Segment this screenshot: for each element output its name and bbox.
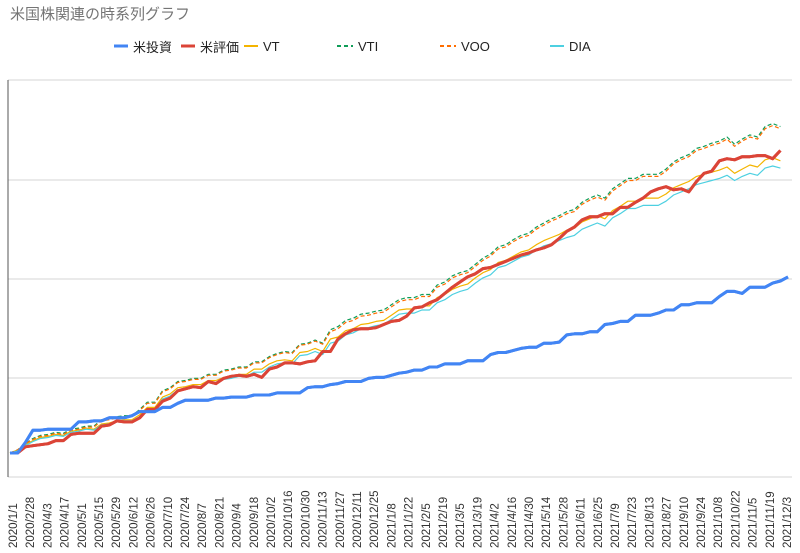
x-tick-label: 2021/5/28 xyxy=(558,497,570,548)
series-line-4 xyxy=(9,124,781,454)
x-tick-label: 2021/7/23 xyxy=(627,497,639,548)
series-line-0 xyxy=(10,275,789,455)
x-tick-label: 2020/9/18 xyxy=(249,497,261,548)
x-tick-label: 2021/9/24 xyxy=(696,496,708,548)
legend-swatch-voo xyxy=(440,45,456,47)
x-tick-label: 2021/8/13 xyxy=(644,497,656,548)
series-line-3 xyxy=(9,122,781,454)
x-tick-label: 2020/1/1 xyxy=(8,503,20,548)
chart-title: 米国株関連の時系列グラフ xyxy=(10,6,191,23)
x-tick-label: 2021/4/16 xyxy=(507,497,519,548)
x-tick-label: 2021/2/5 xyxy=(421,503,433,548)
x-tick-label: 2021/4/2 xyxy=(490,503,502,548)
x-tick-label: 2020/12/11 xyxy=(352,491,364,548)
legend-label-valuation: 米評価 xyxy=(200,39,240,55)
x-tick-label: 2021/10/22 xyxy=(730,490,742,548)
legend-item-dia[interactable]: DIA xyxy=(550,37,591,55)
x-tick-label: 2020/10/30 xyxy=(300,490,312,548)
legend-swatch-vt xyxy=(244,45,258,47)
legend-swatch-vti xyxy=(337,45,353,47)
legend-item-valuation[interactable]: 米評価 xyxy=(181,37,239,55)
x-tick-label: 2020/6/12 xyxy=(128,497,140,548)
legend-label-dia: DIA xyxy=(569,38,591,54)
legend-item-voo[interactable]: VOO xyxy=(440,37,490,55)
x-tick-label: 2020/10/2 xyxy=(266,497,278,548)
x-tick-label: 2021/3/5 xyxy=(455,503,467,548)
chart-legend: 米投資 米評価 VT VTI VOO DIA xyxy=(0,0,800,60)
series-line-top-0 xyxy=(10,275,789,455)
x-tick-label: 2020/6/26 xyxy=(146,497,158,548)
legend-label-voo: VOO xyxy=(461,38,490,54)
x-tick-label: 2020/5/29 xyxy=(111,497,123,548)
x-tick-label: 2020/11/13 xyxy=(318,491,330,548)
series-line-2 xyxy=(9,157,781,454)
x-tick-label: 2020/8/21 xyxy=(214,497,226,548)
x-tick-label: 2021/11/5 xyxy=(748,498,760,548)
x-tick-label: 2020/9/4 xyxy=(232,503,244,548)
x-tick-label: 2021/4/30 xyxy=(524,497,536,548)
x-tick-label: 2021/3/19 xyxy=(472,497,484,548)
legend-label-invest: 米投資 xyxy=(133,39,173,55)
x-tick-label: 2020/7/24 xyxy=(180,496,192,548)
x-tick-label: 2020/10/16 xyxy=(283,490,295,548)
x-tick-label: 2021/1/8 xyxy=(386,503,398,548)
x-tick-label: 2021/9/10 xyxy=(679,497,691,548)
x-tick-label: 2020/4/17 xyxy=(60,497,72,548)
legend-item-vt[interactable]: VT xyxy=(244,37,280,55)
x-tick-label: 2021/6/11 xyxy=(576,498,588,548)
legend-item-invest[interactable]: 米投資 xyxy=(114,37,172,55)
legend-label-vt: VT xyxy=(263,38,280,54)
legend-label-vti: VTI xyxy=(358,38,379,54)
x-tick-label: 2021/12/3 xyxy=(782,497,794,548)
x-tick-label: 2021/2/19 xyxy=(438,497,450,548)
legend-item-vti[interactable]: VTI xyxy=(337,37,378,55)
x-tick-label: 2021/10/8 xyxy=(713,497,725,548)
x-tick-label: 2020/5/1 xyxy=(77,503,89,548)
x-tick-label: 2021/1/22 xyxy=(404,497,416,548)
x-tick-label: 2021/8/27 xyxy=(662,497,674,548)
x-tick-label: 2020/12/25 xyxy=(369,490,381,548)
legend-swatch-dia xyxy=(550,45,564,47)
x-tick-label: 2020/4/3 xyxy=(42,503,54,548)
x-tick-label: 2020/8/7 xyxy=(197,503,209,548)
x-tick-label: 2021/6/25 xyxy=(593,497,605,548)
x-tick-label: 2021/7/9 xyxy=(610,503,622,548)
x-tick-label: 2021/11/19 xyxy=(765,491,777,548)
legend-swatch-invest xyxy=(114,44,128,48)
x-tick-label: 2020/2/28 xyxy=(25,497,37,548)
series-line-top-1 xyxy=(10,149,782,455)
legend-swatch-valuation xyxy=(181,44,195,48)
x-tick-label: 2020/7/10 xyxy=(163,497,175,548)
x-tick-label: 2020/11/27 xyxy=(335,491,347,548)
x-tick-label: 2021/5/14 xyxy=(541,496,553,548)
x-tick-label: 2020/5/15 xyxy=(94,497,106,548)
